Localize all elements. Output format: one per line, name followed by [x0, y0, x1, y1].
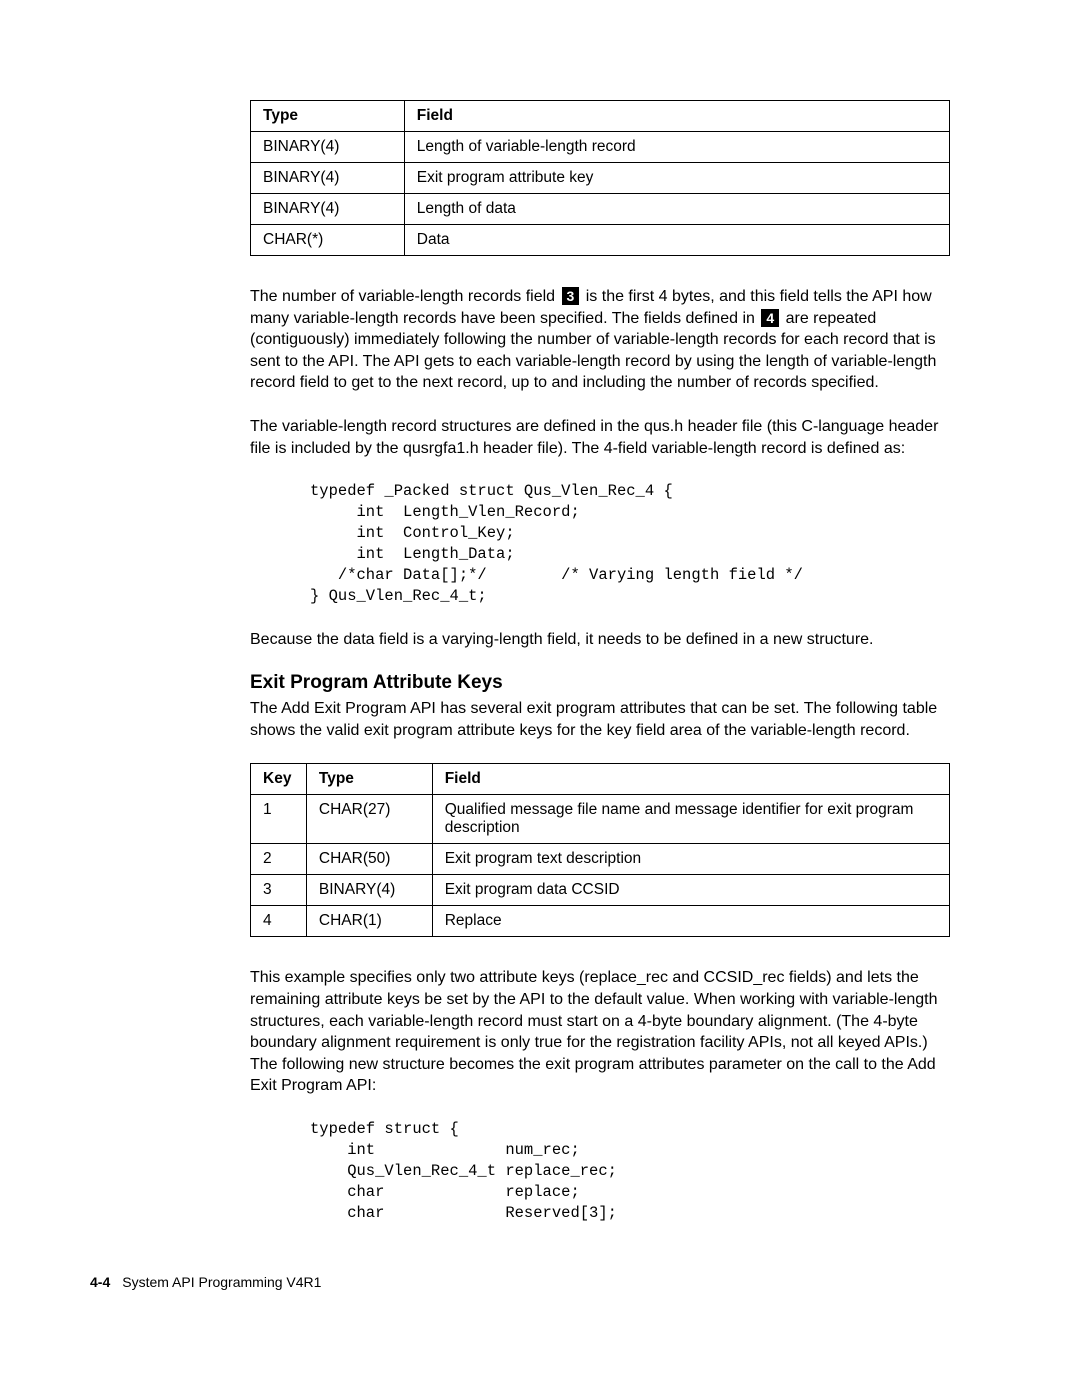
cell-type: BINARY(4) [251, 163, 405, 194]
cell-type: CHAR(*) [251, 225, 405, 256]
cell-type: CHAR(27) [306, 795, 432, 844]
cell-key: 3 [251, 875, 307, 906]
page-content: Type Field BINARY(4) Length of variable-… [0, 0, 1080, 1350]
cell-type: BINARY(4) [251, 194, 405, 225]
col-header-type: Type [251, 101, 405, 132]
col-header-key: Key [251, 764, 307, 795]
cell-key: 4 [251, 906, 307, 937]
page-footer: 4-4 System API Programming V4R1 [90, 1274, 950, 1290]
table-row: CHAR(*) Data [251, 225, 950, 256]
cell-key: 2 [251, 844, 307, 875]
footer-title: System API Programming V4R1 [122, 1274, 321, 1290]
cell-key: 1 [251, 795, 307, 844]
paragraph-varying-field: Because the data field is a varying-leng… [250, 629, 950, 651]
cell-field: Exit program text description [432, 844, 949, 875]
cell-type: BINARY(4) [251, 132, 405, 163]
cell-field: Replace [432, 906, 949, 937]
cell-type: CHAR(50) [306, 844, 432, 875]
cell-type: CHAR(1) [306, 906, 432, 937]
paragraph-header-file: The variable-length record structures ar… [250, 416, 950, 459]
table-row: 1 CHAR(27) Qualified message file name a… [251, 795, 950, 844]
col-header-field: Field [404, 101, 949, 132]
cell-field: Data [404, 225, 949, 256]
paragraph-vlen-explain: The number of variable-length records fi… [250, 286, 950, 394]
para1-seg1: The number of variable-length records fi… [250, 288, 560, 305]
table-header-row: Type Field [251, 101, 950, 132]
cell-field: Length of variable-length record [404, 132, 949, 163]
table-row: BINARY(4) Exit program attribute key [251, 163, 950, 194]
col-header-field: Field [432, 764, 949, 795]
table-row: 2 CHAR(50) Exit program text description [251, 844, 950, 875]
table-row: BINARY(4) Length of variable-length reco… [251, 132, 950, 163]
vlen-record-table: Type Field BINARY(4) Length of variable-… [250, 100, 950, 256]
col-header-type: Type [306, 764, 432, 795]
paragraph-example-keys: This example specifies only two attribut… [250, 967, 950, 1097]
table-row: BINARY(4) Length of data [251, 194, 950, 225]
cell-field: Length of data [404, 194, 949, 225]
table-row: 3 BINARY(4) Exit program data CCSID [251, 875, 950, 906]
callout-3: 3 [562, 287, 580, 305]
table-row: 4 CHAR(1) Replace [251, 906, 950, 937]
cell-type: BINARY(4) [306, 875, 432, 906]
cell-field: Qualified message file name and message … [432, 795, 949, 844]
heading-exit-attr-keys: Exit Program Attribute Keys [250, 672, 950, 694]
table-header-row: Key Type Field [251, 764, 950, 795]
paragraph-exit-attr-intro: The Add Exit Program API has several exi… [250, 698, 950, 741]
code-struct-attrs: typedef struct { int num_rec; Qus_Vlen_R… [310, 1119, 950, 1224]
exit-attr-keys-table: Key Type Field 1 CHAR(27) Qualified mess… [250, 763, 950, 937]
page-number: 4-4 [90, 1274, 110, 1290]
cell-field: Exit program attribute key [404, 163, 949, 194]
cell-field: Exit program data CCSID [432, 875, 949, 906]
callout-4: 4 [761, 309, 779, 327]
code-struct-vlen: typedef _Packed struct Qus_Vlen_Rec_4 { … [310, 481, 950, 607]
